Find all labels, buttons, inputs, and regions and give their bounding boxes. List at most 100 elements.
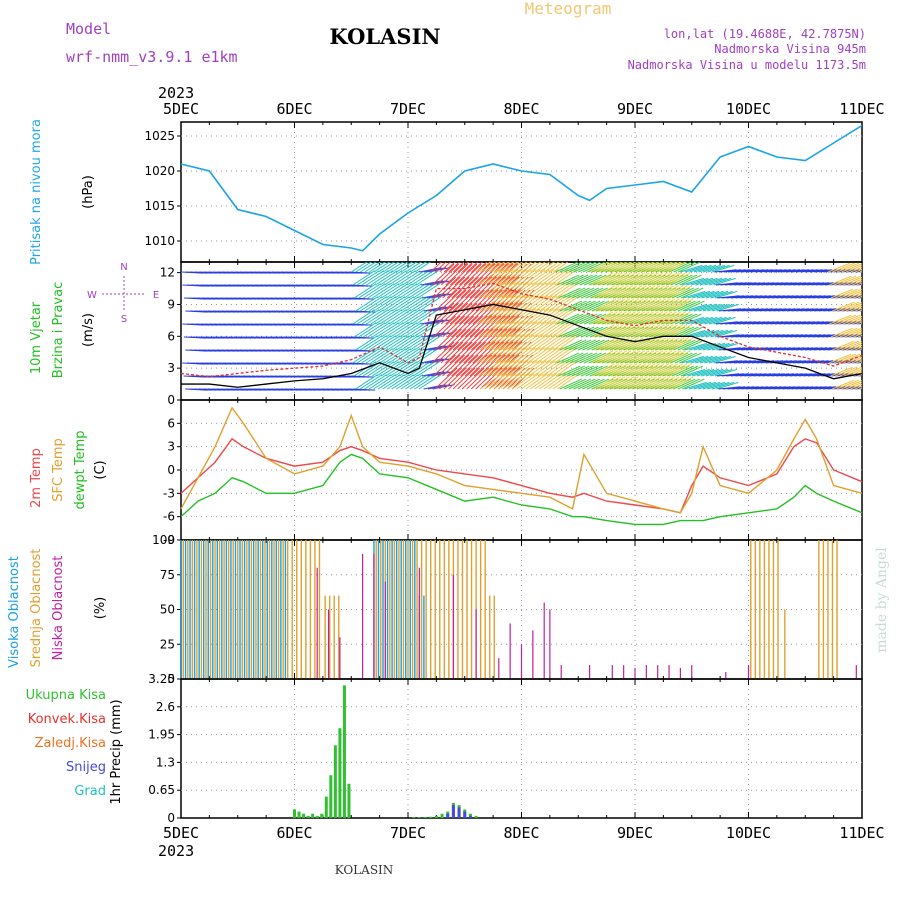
wind-arrow bbox=[663, 272, 686, 286]
wind-arrow bbox=[632, 363, 656, 377]
precip-legend-item: Konvek.Kisa bbox=[28, 712, 106, 727]
wind-arrow bbox=[643, 262, 664, 273]
wind-arrow bbox=[536, 347, 559, 364]
wind-arrow bbox=[448, 289, 472, 312]
compass-letter: S bbox=[121, 314, 127, 325]
wind-arrow bbox=[436, 341, 459, 364]
rain-bar bbox=[315, 815, 319, 818]
wind-arrow bbox=[698, 342, 721, 351]
temp-line-1 bbox=[180, 406, 863, 514]
wind-arrow bbox=[489, 262, 505, 273]
wind-arrow bbox=[493, 262, 510, 273]
wind-arrow bbox=[615, 285, 638, 299]
wind-arrow bbox=[421, 371, 445, 377]
wind-arrow bbox=[487, 282, 511, 299]
y-tick-label: 3.25 bbox=[148, 672, 175, 686]
wind-arrow bbox=[402, 348, 425, 364]
wind-arrow bbox=[861, 284, 862, 286]
wind-arrow bbox=[364, 335, 387, 351]
wind-arrow bbox=[692, 329, 715, 338]
wind-arrow bbox=[841, 380, 862, 390]
day-label-bottom: 10DEC bbox=[726, 824, 771, 842]
y-tick-label: 0 bbox=[167, 463, 175, 477]
wind-arrow bbox=[524, 282, 547, 299]
wind-arrow bbox=[590, 272, 614, 286]
wind-arrow bbox=[602, 298, 626, 312]
wind-arrow bbox=[409, 296, 433, 312]
wind-arrow bbox=[622, 272, 646, 286]
wind-arrow bbox=[642, 285, 665, 299]
wind-arrow bbox=[388, 348, 412, 364]
wind-arrow bbox=[580, 287, 604, 299]
rain-bar bbox=[329, 775, 333, 818]
wind-arrow bbox=[559, 262, 583, 273]
compass-letter: W bbox=[87, 290, 97, 301]
wind-arrow bbox=[621, 298, 644, 312]
ylabel-cloud-unit: (%) bbox=[93, 597, 108, 620]
wind-arrow bbox=[416, 270, 439, 286]
wind-arrow bbox=[390, 283, 413, 299]
wind-arrow bbox=[498, 334, 521, 351]
wind-arrow bbox=[693, 264, 717, 273]
wind-arrow bbox=[443, 328, 467, 351]
wind-arrow bbox=[376, 283, 400, 299]
wind-arrow bbox=[627, 272, 650, 286]
wind-arrow bbox=[856, 282, 862, 286]
wind-arrow bbox=[457, 289, 481, 312]
wind-arrow bbox=[625, 376, 648, 390]
wind-arrow bbox=[440, 341, 464, 364]
temp-line-2 bbox=[180, 453, 863, 526]
wind-arrow bbox=[564, 262, 587, 273]
wind-arrow bbox=[607, 298, 630, 312]
wind-arrow bbox=[352, 270, 375, 286]
wind-arrow bbox=[616, 262, 637, 273]
wind-arrow bbox=[693, 303, 717, 312]
wind-arrow bbox=[660, 324, 683, 338]
wind-arrow bbox=[677, 378, 700, 390]
wind-arrow bbox=[669, 285, 692, 299]
wind-arrow bbox=[533, 282, 556, 299]
wind-arrow bbox=[443, 367, 467, 390]
wind-arrow bbox=[534, 295, 558, 312]
wind-arrow bbox=[638, 376, 662, 390]
wind-arrow bbox=[561, 313, 584, 325]
wind-arrow bbox=[510, 360, 533, 377]
wind-arrow bbox=[442, 354, 465, 377]
wind-arrow bbox=[628, 363, 651, 377]
wind-arrow bbox=[556, 313, 580, 325]
wind-arrow bbox=[481, 347, 505, 364]
wind-arrow bbox=[361, 309, 384, 325]
wind-arrow bbox=[634, 376, 657, 390]
wind-arrow bbox=[393, 270, 416, 286]
wind-arrow bbox=[577, 378, 601, 390]
wind-arrow bbox=[453, 262, 465, 273]
wind-arrow bbox=[585, 365, 608, 377]
wind-arrow bbox=[394, 361, 418, 377]
wind-arrow bbox=[601, 285, 624, 299]
y-tick-label: 1.95 bbox=[148, 728, 175, 742]
wind-arrow bbox=[841, 263, 862, 273]
wind-arrow bbox=[666, 298, 689, 312]
wind-arrow bbox=[562, 287, 586, 299]
wind-arrow bbox=[373, 374, 396, 390]
wind-arrow bbox=[415, 348, 439, 364]
wind-arrow bbox=[423, 267, 446, 273]
wind-arrow bbox=[857, 334, 862, 338]
wind-arrow bbox=[452, 367, 476, 390]
wind-arrow bbox=[528, 360, 552, 377]
wind-arrow bbox=[504, 308, 527, 325]
wind-arrow bbox=[713, 355, 736, 364]
wind-arrow bbox=[527, 269, 550, 286]
wind-arrow bbox=[489, 262, 501, 273]
wind-arrow bbox=[714, 329, 738, 338]
wind-arrow bbox=[507, 373, 530, 390]
wind-arrow bbox=[596, 285, 620, 299]
wind-arrow bbox=[704, 316, 727, 325]
wind-arrow bbox=[631, 350, 654, 364]
wind-arrow bbox=[477, 347, 500, 364]
wind-arrow bbox=[461, 367, 485, 390]
wind-arrow bbox=[699, 355, 722, 364]
wind-arrow bbox=[686, 355, 709, 364]
wind-arrow bbox=[452, 289, 476, 312]
wind-arrow bbox=[478, 321, 502, 338]
